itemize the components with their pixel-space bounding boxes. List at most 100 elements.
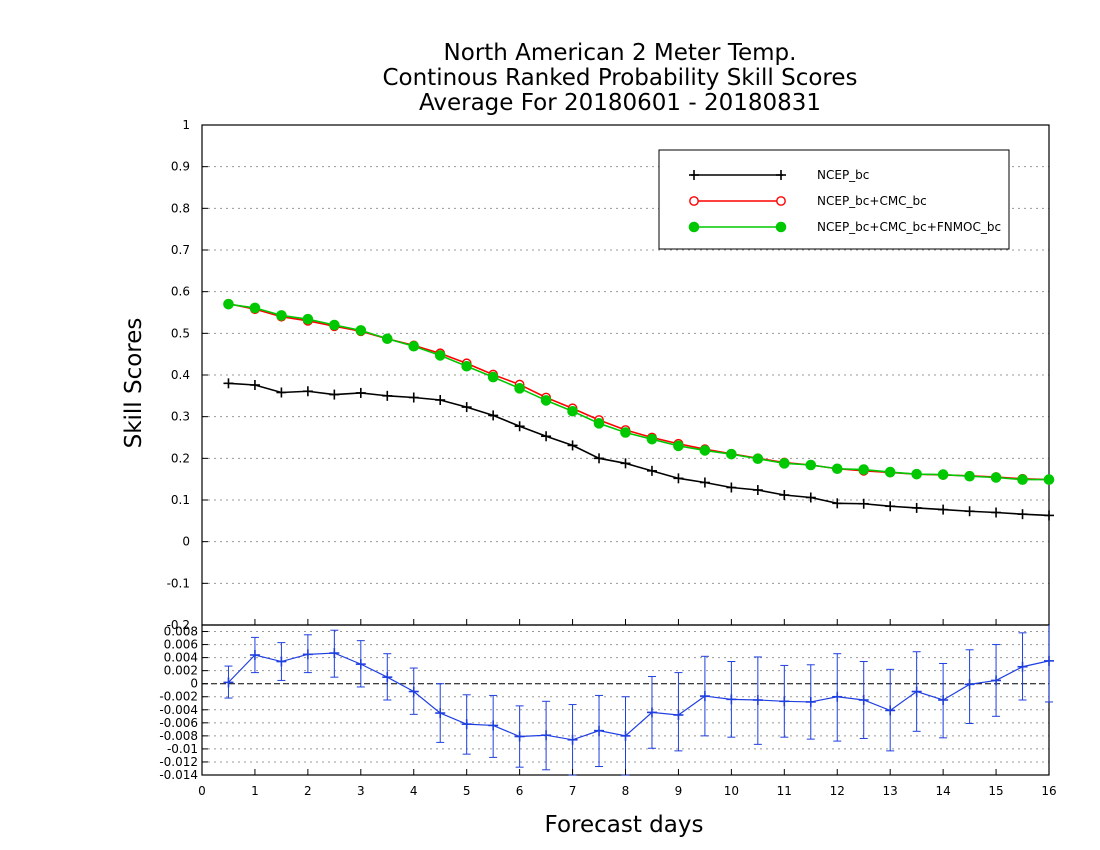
bottom-panel: -0.014-0.012-0.01-0.008-0.006-0.004-0.00…	[159, 624, 1054, 782]
y-tick-label-bottom: -0.006	[159, 716, 198, 730]
legend-item-2: NCEP_bc+CMC_bc	[689, 194, 927, 208]
y-tick-label-top: 1	[182, 118, 190, 132]
difference-point	[567, 734, 578, 745]
data-point-series-1	[567, 440, 578, 451]
x-tick-label: 16	[1041, 784, 1056, 798]
difference-point	[594, 725, 605, 736]
x-tick-label: 8	[622, 784, 630, 798]
difference-line	[228, 652, 1050, 741]
data-point-series-3	[593, 418, 605, 429]
difference-point	[805, 696, 816, 707]
y-tick-label-bottom: -0.004	[159, 703, 198, 717]
data-point-series-1	[223, 378, 234, 389]
difference-point	[302, 649, 313, 660]
data-point-series-1	[832, 498, 843, 509]
x-tick-label: 7	[569, 784, 577, 798]
y-tick-label-bottom: 0.006	[164, 638, 198, 652]
data-point-series-1	[329, 389, 340, 400]
data-point-series-1	[779, 490, 790, 500]
difference-point	[329, 648, 340, 659]
x-tick-label: 4	[410, 784, 418, 798]
y-tick-label-top: 0.7	[171, 243, 190, 257]
top-panel: -0.2 -0.1 0 0.1 0.2 0.3 0.4 0.5 0.6 0.7 0.8 0.9 1	[167, 118, 1055, 632]
x-tick-label: 13	[883, 784, 898, 798]
data-point-series-3	[434, 350, 446, 361]
series-line-2	[228, 302, 1050, 481]
difference-point	[223, 677, 234, 688]
data-point-series-1	[1017, 509, 1028, 520]
x-tick-label: 1	[251, 784, 259, 798]
data-point-series-1	[1044, 510, 1054, 521]
legend-label: NCEP_bc	[817, 168, 869, 182]
y-tick-label-top: 0.3	[171, 410, 190, 424]
difference-point	[673, 710, 684, 720]
legend-marker	[776, 170, 786, 180]
difference-point	[461, 719, 472, 730]
difference-point	[752, 695, 763, 705]
difference-point	[964, 679, 975, 690]
title-line-2: Continous Ranked Probability Skill Score…	[382, 65, 857, 91]
x-tick-label: 11	[777, 784, 792, 798]
title-line-3: Average For 20180601 - 20180831	[419, 90, 821, 116]
x-tick-label: 10	[724, 784, 739, 798]
data-point-series-3	[1043, 474, 1055, 485]
x-axis: 0 1 2 3 4 5 6 7 8 9 10 11 12 13 14 15 16	[198, 619, 1057, 798]
y-axis-label: Skill Scores	[121, 318, 147, 449]
difference-point	[488, 720, 499, 731]
data-point-series-1	[620, 458, 631, 469]
y-tick-label-top: 0.9	[171, 160, 190, 174]
data-point-series-3	[540, 395, 552, 406]
data-point-series-3	[805, 459, 817, 471]
x-tick-label: 5	[463, 784, 471, 798]
difference-point	[1044, 655, 1054, 666]
y-tick-label-top: 0.5	[171, 326, 190, 340]
difference-point	[1017, 661, 1028, 672]
data-point-series-3	[831, 463, 843, 475]
data-point-series-3	[673, 440, 684, 452]
data-point-series-3	[567, 405, 578, 417]
y-tick-label-bottom: 0.004	[164, 651, 198, 665]
x-tick-label: 3	[357, 784, 365, 798]
difference-point	[699, 691, 710, 702]
legend-item-1: NCEP_bc	[689, 168, 869, 182]
data-point-series-3	[329, 319, 340, 331]
y-tick-label-bottom: 0	[190, 677, 198, 691]
difference-point	[832, 691, 843, 702]
data-point-series-1	[938, 504, 949, 515]
data-point-series-1	[249, 380, 260, 390]
difference-point	[911, 686, 922, 697]
data-point-series-1	[991, 507, 1002, 518]
data-point-series-3	[620, 427, 631, 438]
difference-point	[382, 672, 393, 683]
y-tick-label-top: 0.2	[171, 451, 190, 465]
data-point-series-1	[355, 387, 366, 398]
y-tick-label-bottom: -0.002	[159, 690, 198, 704]
data-point-series-1	[752, 485, 763, 495]
difference-point	[646, 707, 657, 718]
data-point-series-3	[302, 313, 314, 325]
data-point-series-3	[990, 472, 1002, 483]
x-tick-label: 12	[830, 784, 845, 798]
y-tick-label-top: 0.1	[171, 493, 190, 507]
difference-point	[779, 696, 790, 707]
data-point-series-1	[594, 453, 605, 464]
legend-label: NCEP_bc+CMC_bc	[817, 194, 927, 208]
data-point-series-1	[964, 506, 975, 517]
difference-point	[991, 675, 1002, 686]
y-tick-label-top: 0.6	[171, 285, 190, 299]
x-tick-label: 9	[675, 784, 683, 798]
x-tick-label: 2	[304, 784, 312, 798]
data-point-series-3	[461, 360, 472, 372]
y-tick-label-top: 0	[182, 535, 190, 549]
data-point-series-1	[726, 482, 737, 493]
data-point-series-3	[937, 469, 949, 480]
difference-point	[620, 730, 631, 741]
y-tick-label-bottom: 0.008	[164, 625, 198, 639]
data-point-series-1	[408, 392, 419, 403]
data-point-series-1	[911, 502, 922, 513]
x-tick-label: 6	[516, 784, 524, 798]
difference-point	[885, 705, 896, 716]
data-point-series-1	[276, 387, 287, 398]
data-point-series-1	[435, 395, 446, 405]
y-tick-label-bottom: -0.01	[167, 742, 198, 756]
